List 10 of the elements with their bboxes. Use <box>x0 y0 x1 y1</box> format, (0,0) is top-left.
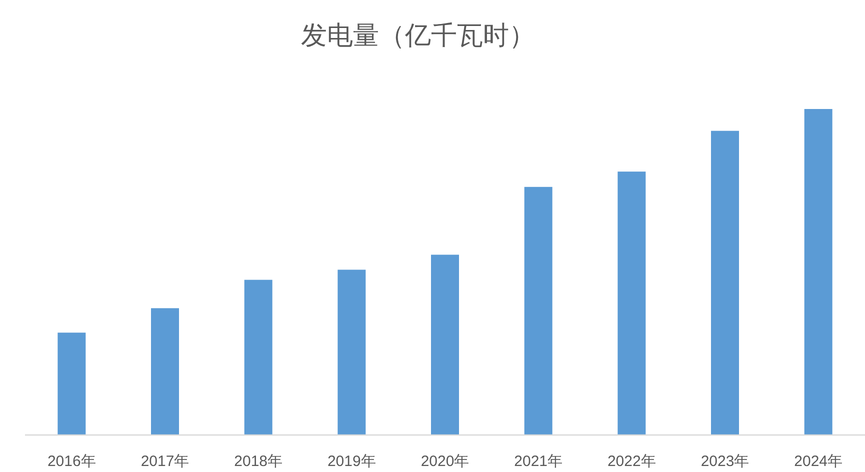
x-tick-label: 2019年 <box>327 453 376 470</box>
x-tick-label: 2022年 <box>607 453 656 470</box>
x-tick-label: 2021年 <box>514 453 563 470</box>
chart-title: 发电量（亿千瓦时） <box>301 20 535 50</box>
x-tick-label: 2018年 <box>234 453 283 470</box>
x-tick-label: 2020年 <box>420 453 470 470</box>
x-tick-label: 2017年 <box>140 453 190 470</box>
x-tick-label: 2024年 <box>794 453 843 470</box>
x-tick-label: 2023年 <box>700 453 750 470</box>
x-tick-label: 2016年 <box>47 453 96 470</box>
